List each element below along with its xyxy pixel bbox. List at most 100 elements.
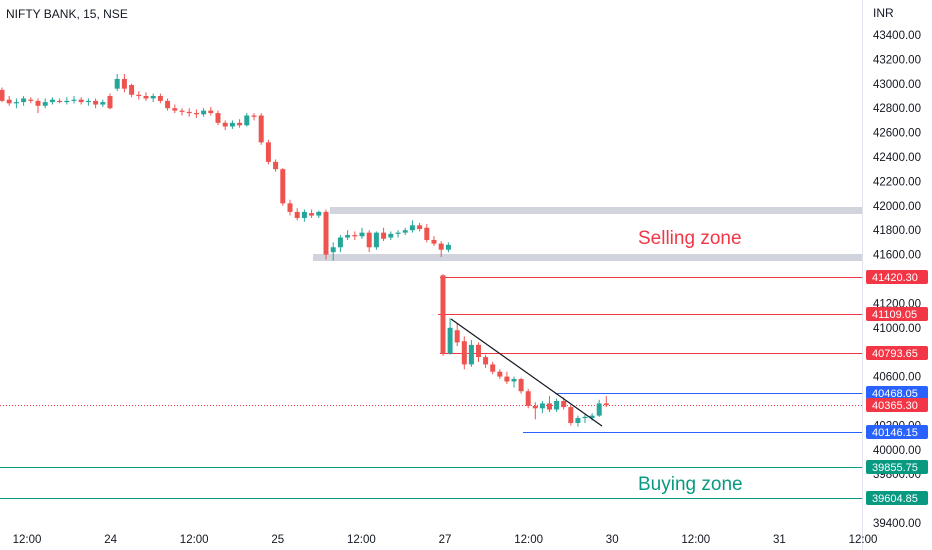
candle-body <box>345 235 351 238</box>
price-tick-label: 42400.00 <box>873 152 921 164</box>
candle <box>438 241 444 258</box>
symbol-title: NIFTY BANK, 15, NSE <box>6 7 128 21</box>
candle <box>532 402 538 420</box>
candle-body <box>136 94 142 96</box>
candle-body <box>100 102 106 105</box>
candle-body <box>265 142 271 162</box>
candle <box>114 74 120 92</box>
candle-body <box>179 110 185 112</box>
price-tick-label: 41600.00 <box>873 250 921 262</box>
candle-body <box>49 99 55 103</box>
candle-body <box>497 371 503 377</box>
candle-body <box>316 211 322 216</box>
candle <box>330 242 336 261</box>
candle <box>511 376 517 388</box>
candle <box>193 109 199 118</box>
time-axis[interactable]: 12:00 24 12:00 25 12:00 27 12:00 30 12:00 31 12:00 <box>13 534 878 546</box>
candle-body <box>107 96 113 109</box>
candle-body <box>417 225 423 229</box>
candle-body <box>568 407 574 423</box>
candle <box>373 231 379 250</box>
candle-body <box>21 98 27 103</box>
candle <box>381 227 387 242</box>
candle-body <box>561 401 567 408</box>
candle <box>78 97 84 105</box>
candle-body <box>352 235 358 237</box>
red-level-3-tag-label: 40793.65 <box>872 348 918 360</box>
candle-body <box>215 113 221 123</box>
candle <box>265 139 271 165</box>
candle <box>445 242 451 253</box>
time-tick-label: 12:00 <box>849 534 878 546</box>
candle <box>258 113 264 145</box>
candle <box>568 405 574 426</box>
time-tick-label: 12:00 <box>681 534 710 546</box>
candle <box>251 113 257 121</box>
candle <box>244 113 250 127</box>
selling-zone-bottom-band <box>313 254 862 261</box>
candle-body <box>193 113 199 115</box>
candle-body <box>445 244 451 250</box>
candle-body <box>42 102 48 106</box>
candle-body <box>28 99 34 101</box>
candle <box>280 167 286 206</box>
candle <box>157 93 163 104</box>
price-tick-label: 43400.00 <box>873 30 921 42</box>
last-price-tag-label: 40365.30 <box>872 400 918 412</box>
candle-body <box>323 211 329 255</box>
candle <box>490 361 496 375</box>
candle <box>603 396 609 408</box>
candle <box>129 83 135 98</box>
candle <box>366 230 372 253</box>
candle-body <box>575 418 581 423</box>
candle <box>273 159 279 172</box>
candle <box>93 98 99 109</box>
candle <box>85 98 91 106</box>
candle-body <box>381 232 387 239</box>
price-tick-label: 40000.00 <box>873 445 921 457</box>
candle-body <box>251 115 257 117</box>
green-level-1-tag-label: 39855.75 <box>872 462 918 474</box>
candle-body <box>359 232 365 237</box>
candle <box>0 87 5 103</box>
time-tick-label: 25 <box>271 534 284 546</box>
candle <box>518 377 524 394</box>
candle-body <box>582 416 588 419</box>
candle-body <box>157 96 163 101</box>
last-price-tag-bg <box>866 398 928 412</box>
red-level-1-tag: 41420.30 <box>866 270 928 284</box>
overlay-layer: Selling zone Buying zone <box>450 228 743 495</box>
time-tick-label: 31 <box>773 534 786 546</box>
candle <box>186 108 192 117</box>
candle <box>64 97 70 105</box>
red-level-2-tag-label: 41109.05 <box>872 309 917 321</box>
candle-body <box>121 78 127 89</box>
candle <box>483 354 489 369</box>
candle <box>554 398 560 412</box>
candle-body <box>525 391 531 406</box>
candle-body <box>554 401 560 410</box>
candle <box>547 396 552 412</box>
last-price-tag: 40365.30 <box>866 398 928 412</box>
candle-body <box>114 78 120 89</box>
currency-label: INR <box>873 6 894 20</box>
candle-body <box>511 379 517 382</box>
green-level-2-tag-bg <box>866 491 928 505</box>
price-tick-label: 42000.00 <box>873 201 921 213</box>
time-tick-label: 12:00 <box>13 534 42 546</box>
candle-body <box>447 327 453 354</box>
candle <box>309 209 315 218</box>
candle-body <box>258 115 264 143</box>
selling-zone-label: Selling zone <box>638 228 742 249</box>
candle <box>21 96 27 106</box>
candle-body <box>78 99 84 103</box>
selling-zone-top-band <box>330 207 862 214</box>
candle <box>172 104 178 114</box>
candle <box>525 388 531 409</box>
candle <box>301 209 307 222</box>
candle-body <box>222 122 228 127</box>
candle-body <box>395 232 401 234</box>
candle <box>294 208 300 221</box>
price-tick-label: 43000.00 <box>873 79 921 91</box>
